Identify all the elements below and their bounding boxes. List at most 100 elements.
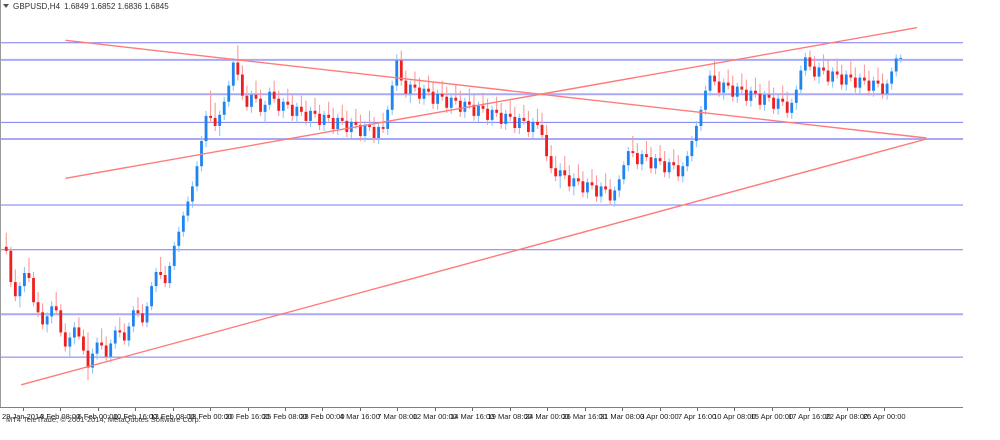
candle-body bbox=[586, 182, 589, 193]
trendline bbox=[21, 138, 927, 386]
time-tick bbox=[697, 408, 698, 411]
time-tick-label: 7 Mar 08:00 bbox=[377, 412, 418, 421]
candle-body bbox=[150, 286, 153, 307]
candle-body bbox=[463, 101, 467, 112]
candle-body bbox=[449, 97, 453, 108]
time-tick bbox=[22, 408, 24, 411]
candle-body bbox=[776, 98, 780, 109]
candle-body bbox=[95, 342, 99, 354]
candle-body bbox=[318, 113, 321, 125]
time-axis[interactable]: 29 Jan 2014 3 Feb 08:00 6 Feb 00:00 10 Feb … bbox=[0, 408, 963, 428]
candle-body bbox=[858, 77, 862, 88]
candle-body bbox=[572, 178, 576, 187]
candle-body bbox=[522, 117, 526, 121]
candle-body bbox=[113, 330, 117, 344]
time-tick bbox=[584, 408, 586, 411]
candle-body bbox=[209, 115, 212, 118]
candle-body bbox=[517, 117, 521, 128]
candle-body bbox=[82, 336, 85, 351]
candle-body bbox=[404, 80, 408, 94]
time-tick bbox=[135, 408, 137, 411]
candle-body bbox=[131, 310, 135, 327]
candle-body bbox=[608, 189, 612, 201]
candle-body bbox=[853, 77, 857, 88]
candle-body bbox=[699, 109, 703, 126]
time-tick-label: 12 Mar 00:00 bbox=[412, 412, 457, 421]
time-tick-label: 28 Feb 00:00 bbox=[300, 412, 345, 421]
candle-body bbox=[72, 327, 76, 338]
candle-body bbox=[749, 90, 753, 101]
candle-body bbox=[472, 104, 476, 116]
candle-body bbox=[218, 114, 222, 126]
time-tick bbox=[210, 408, 211, 411]
candle-body bbox=[9, 250, 13, 282]
candle-body bbox=[676, 165, 680, 177]
time-tick-label: 19 Mar 08:00 bbox=[487, 412, 532, 421]
candle-body bbox=[831, 71, 835, 82]
candle-body bbox=[567, 175, 571, 187]
candle-body bbox=[23, 273, 26, 287]
candle-body bbox=[731, 85, 735, 97]
time-tick bbox=[284, 408, 286, 411]
candle-body bbox=[576, 178, 580, 182]
candle-body bbox=[254, 94, 258, 99]
candle-body bbox=[613, 190, 617, 201]
candle-body bbox=[18, 286, 22, 297]
candle-body bbox=[177, 231, 181, 246]
candle-body bbox=[245, 95, 249, 107]
candle-body bbox=[781, 98, 785, 102]
plot-left-border bbox=[0, 0, 1, 408]
candle-body bbox=[204, 115, 208, 142]
candle-body bbox=[890, 71, 894, 84]
chevron-down-icon[interactable] bbox=[3, 4, 9, 8]
candle-body bbox=[599, 186, 603, 197]
candle-body bbox=[118, 330, 122, 333]
trendline bbox=[65, 39, 927, 139]
candle-body bbox=[785, 101, 789, 113]
candle-body bbox=[758, 93, 762, 105]
candle-body bbox=[286, 101, 290, 105]
time-tick-label: 31 Mar 08:00 bbox=[599, 412, 645, 421]
candle-body bbox=[313, 110, 317, 114]
candle-body bbox=[250, 94, 253, 107]
candle-body bbox=[717, 81, 721, 93]
candle-body bbox=[368, 124, 371, 127]
time-tick-label: 7 Apr 16:00 bbox=[677, 412, 717, 421]
candle-body bbox=[767, 94, 771, 98]
candle-body bbox=[477, 105, 480, 116]
time-tick-label: 4 Mar 16:00 bbox=[339, 412, 380, 421]
candle-body bbox=[372, 126, 376, 138]
candle-body bbox=[272, 91, 276, 99]
candle-body bbox=[41, 312, 45, 325]
candle-body bbox=[481, 105, 485, 109]
candle-body bbox=[54, 306, 58, 311]
candle-body bbox=[231, 62, 235, 86]
candle-body bbox=[418, 87, 421, 99]
candle-body bbox=[826, 70, 830, 82]
candle-body bbox=[109, 343, 113, 357]
price-axis[interactable]: 1.69401.69001.68651.68251.67901.67551.67… bbox=[963, 0, 1000, 408]
candle-body bbox=[744, 89, 748, 101]
chart-plot-area[interactable] bbox=[0, 0, 963, 408]
time-axis-divider bbox=[0, 407, 1000, 408]
trendline bbox=[65, 27, 917, 179]
candle-body bbox=[50, 306, 54, 317]
candle-body bbox=[295, 106, 299, 116]
candle-body bbox=[363, 124, 367, 136]
candle-body bbox=[299, 106, 303, 112]
candle-body bbox=[91, 353, 94, 368]
time-tick bbox=[771, 408, 773, 411]
time-tick-label: 10 Feb 16:00 bbox=[112, 412, 158, 421]
candle-body bbox=[304, 111, 308, 121]
candle-body bbox=[86, 350, 90, 368]
candle-body bbox=[772, 97, 776, 109]
candle-body bbox=[458, 100, 462, 112]
time-tick bbox=[809, 408, 811, 411]
candle-body bbox=[631, 151, 635, 154]
candle-body bbox=[454, 97, 458, 101]
candle-body bbox=[399, 60, 403, 81]
candle-body bbox=[386, 109, 390, 129]
candle-body bbox=[13, 282, 17, 297]
candle-body bbox=[695, 125, 698, 141]
candle-body bbox=[322, 114, 326, 125]
